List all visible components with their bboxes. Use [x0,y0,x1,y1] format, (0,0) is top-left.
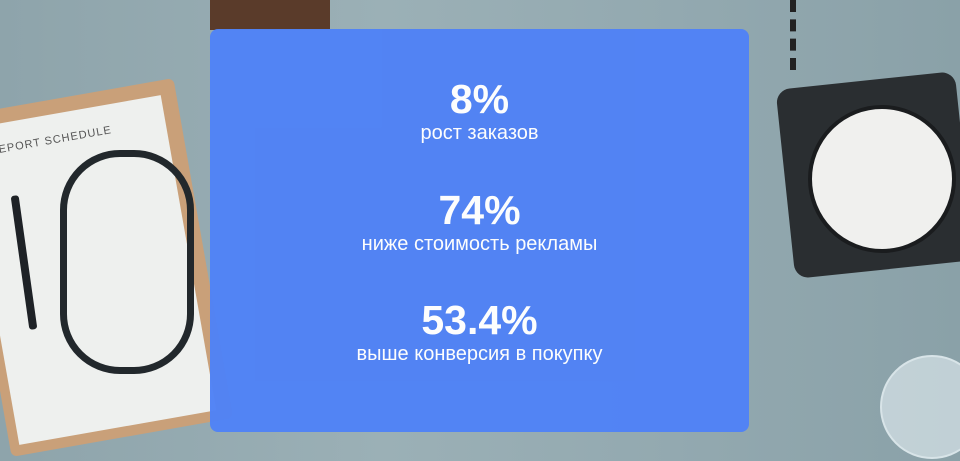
stat-value: 8% [449,76,510,122]
stat-label: выше конверсия в покупку [356,343,603,365]
stat-value: 74% [438,187,521,233]
stat-label: рост заказов [420,122,539,144]
stats-card: 8% рост заказов 74% ниже стоимость рекла… [210,29,749,432]
stat-label: ниже стоимость рекламы [361,233,598,255]
stat-orders: 8% рост заказов [210,77,749,145]
arm-image [210,0,330,30]
stethoscope-image [60,150,194,374]
stat-ad-cost: 74% ниже стоимость рекламы [210,188,749,256]
stat-value: 53.4% [421,297,538,343]
glass-image [880,355,960,459]
gauge-dial-image [808,105,956,253]
cord-image [790,0,826,70]
stat-conversion: 53.4% выше конверсия в покупку [210,298,749,366]
